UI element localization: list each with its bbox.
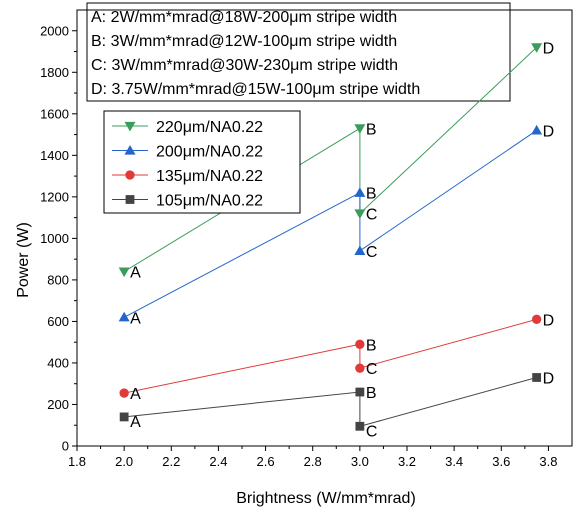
x-tick-label: 1.8	[68, 454, 86, 469]
x-tick-label: 3.8	[539, 454, 557, 469]
x-tick-label: 3.4	[445, 454, 463, 469]
plot-frame	[76, 9, 573, 447]
x-tick-label: 3.0	[351, 454, 369, 469]
x-axis-title: Brightness (W/mm*mrad)	[236, 490, 416, 507]
x-tick-label: 3.2	[398, 454, 416, 469]
legend-marker	[125, 195, 135, 204]
point-label: A	[130, 310, 141, 327]
point-label: D	[543, 40, 555, 57]
data-point	[118, 267, 130, 278]
y-tick-label: 2000	[40, 23, 69, 38]
y-tick-label: 400	[47, 355, 69, 370]
y-axis-title: Power (W)	[15, 222, 32, 298]
annotation-line: A: 2W/mm*mrad@18W-200μm stripe width	[91, 9, 397, 26]
y-tick-label: 200	[47, 397, 69, 412]
x-tick-label: 3.6	[492, 454, 510, 469]
point-label: B	[366, 337, 377, 354]
legend-label: 135μm/NA0.22	[156, 168, 263, 185]
series-line-1	[123, 129, 537, 318]
x-tick-label: 2.6	[257, 454, 275, 469]
point-label: D	[543, 370, 555, 387]
legend-marker	[124, 121, 136, 132]
y-tick-label: 1600	[40, 106, 69, 121]
legend-label: 105μm/NA0.22	[156, 193, 263, 210]
data-point	[355, 421, 365, 431]
data-point	[354, 124, 366, 134]
data-point	[355, 363, 365, 373]
point-label: A	[130, 265, 141, 282]
data-point	[531, 43, 543, 53]
data-point	[119, 412, 129, 422]
data-point	[119, 388, 129, 398]
data-point	[531, 314, 542, 325]
point-label: C	[366, 423, 378, 440]
series-line-2	[123, 318, 537, 394]
y-tick-label: 1200	[40, 189, 69, 204]
x-tick-label: 2.8	[304, 454, 322, 469]
annotation-frame	[86, 2, 511, 102]
data-point	[531, 124, 543, 135]
data-point	[354, 187, 366, 197]
y-tick-label: 800	[47, 272, 69, 287]
legend-label: 200μm/NA0.22	[156, 144, 263, 161]
series-markers	[118, 43, 543, 431]
legend-frame	[103, 110, 301, 214]
y-tick-label: 600	[47, 314, 69, 329]
y-tick-label: 1800	[40, 65, 69, 80]
x-tick-label: 2.2	[162, 454, 180, 469]
point-label: B	[366, 385, 377, 402]
data-point	[355, 339, 365, 349]
data-point	[118, 311, 130, 322]
series-lines	[123, 47, 537, 427]
y-tick-label: 1400	[40, 148, 69, 163]
legend-marker	[124, 145, 136, 155]
y-tick-label: 0	[62, 439, 69, 454]
point-label: B	[366, 186, 377, 203]
point-label: C	[366, 244, 378, 261]
annotation-line: B: 3W/mm*mrad@12W-100μm stripe width	[91, 33, 397, 50]
data-point	[354, 209, 366, 219]
series-line-3	[124, 377, 537, 427]
data-point	[355, 387, 365, 397]
point-label: B	[366, 121, 377, 138]
point-label: C	[366, 361, 378, 378]
point-label: A	[130, 414, 141, 431]
data-point	[354, 245, 366, 255]
y-tick-label: 1000	[40, 231, 69, 246]
point-label: A	[130, 386, 141, 403]
annotation-box: A: 2W/mm*mrad@18W-200μm stripe width B: 3…	[86, 2, 511, 102]
point-label: D	[543, 312, 555, 329]
annotation-line: D: 3.75W/mm*mrad@15W-100μm stripe width	[91, 81, 420, 98]
point-label: D	[543, 123, 555, 140]
x-tick-label: 2.0	[115, 454, 133, 469]
legend: 220μm/NA0.22 200μm/NA0.22 135μm/NA0.22 105μ…	[103, 110, 301, 214]
legend-label: 220μm/NA0.22	[156, 119, 263, 136]
x-tick-label: 2.4	[209, 454, 227, 469]
data-point	[532, 373, 542, 382]
axes: 1.8 2.0 2.2 2.4 2.6 2.8 3.0 3.2 3.4 3.6 3.8 0 200 400…	[40, 9, 573, 469]
legend-marker	[125, 170, 135, 180]
point-label: C	[366, 206, 378, 223]
annotation-line: C: 3W/mm*mrad@30W-230μm stripe width	[91, 57, 398, 74]
